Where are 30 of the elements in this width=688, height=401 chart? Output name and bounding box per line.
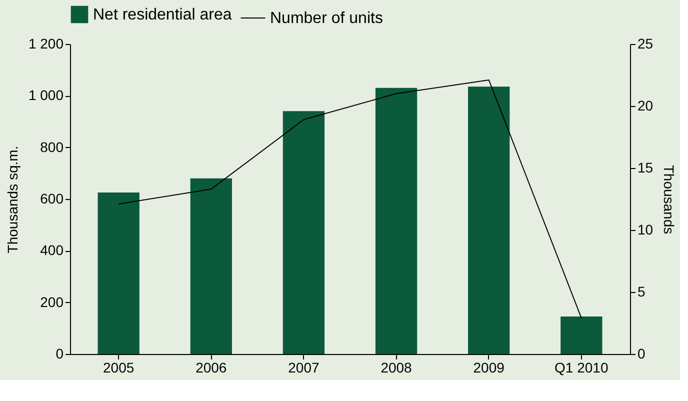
bar [375,88,418,354]
bar [560,316,602,354]
y2-tick-label: 5 [638,284,646,300]
line-series [118,79,582,319]
x-tick-label: 2007 [288,360,320,376]
y-tick-label: 200 [40,294,64,310]
y2-axis-title: Thousands [661,164,678,234]
x-tick-label: 2008 [380,360,412,376]
y2-tick-label: 15 [638,160,654,176]
y2-tick-label: 20 [638,98,654,114]
y-tick-label: 0 [56,346,64,362]
y-tick-label: 400 [40,242,64,258]
y2-tick-label: 10 [638,222,654,238]
y-tick-label: 1 000 [28,87,64,104]
x-tick-label: 2009 [473,360,505,376]
y2-tick-label: 25 [638,36,654,52]
legend-label: Number of units [270,10,383,27]
x-tick-label: Q1 2010 [554,360,608,376]
y-axis-title: Thousands sq.m. [4,146,20,254]
y-tick-label: 600 [40,190,64,206]
bar [282,111,325,354]
bar [98,192,140,354]
legend-label: Net residential area [93,6,232,24]
y-tick-label: 800 [40,138,64,155]
x-tick-label: 2006 [196,360,227,376]
x-tick-label: 2005 [103,360,134,376]
y2-tick-label: 0 [638,346,646,362]
y-tick-label: 1 200 [28,36,64,52]
bar [468,86,510,354]
bar [190,178,232,354]
